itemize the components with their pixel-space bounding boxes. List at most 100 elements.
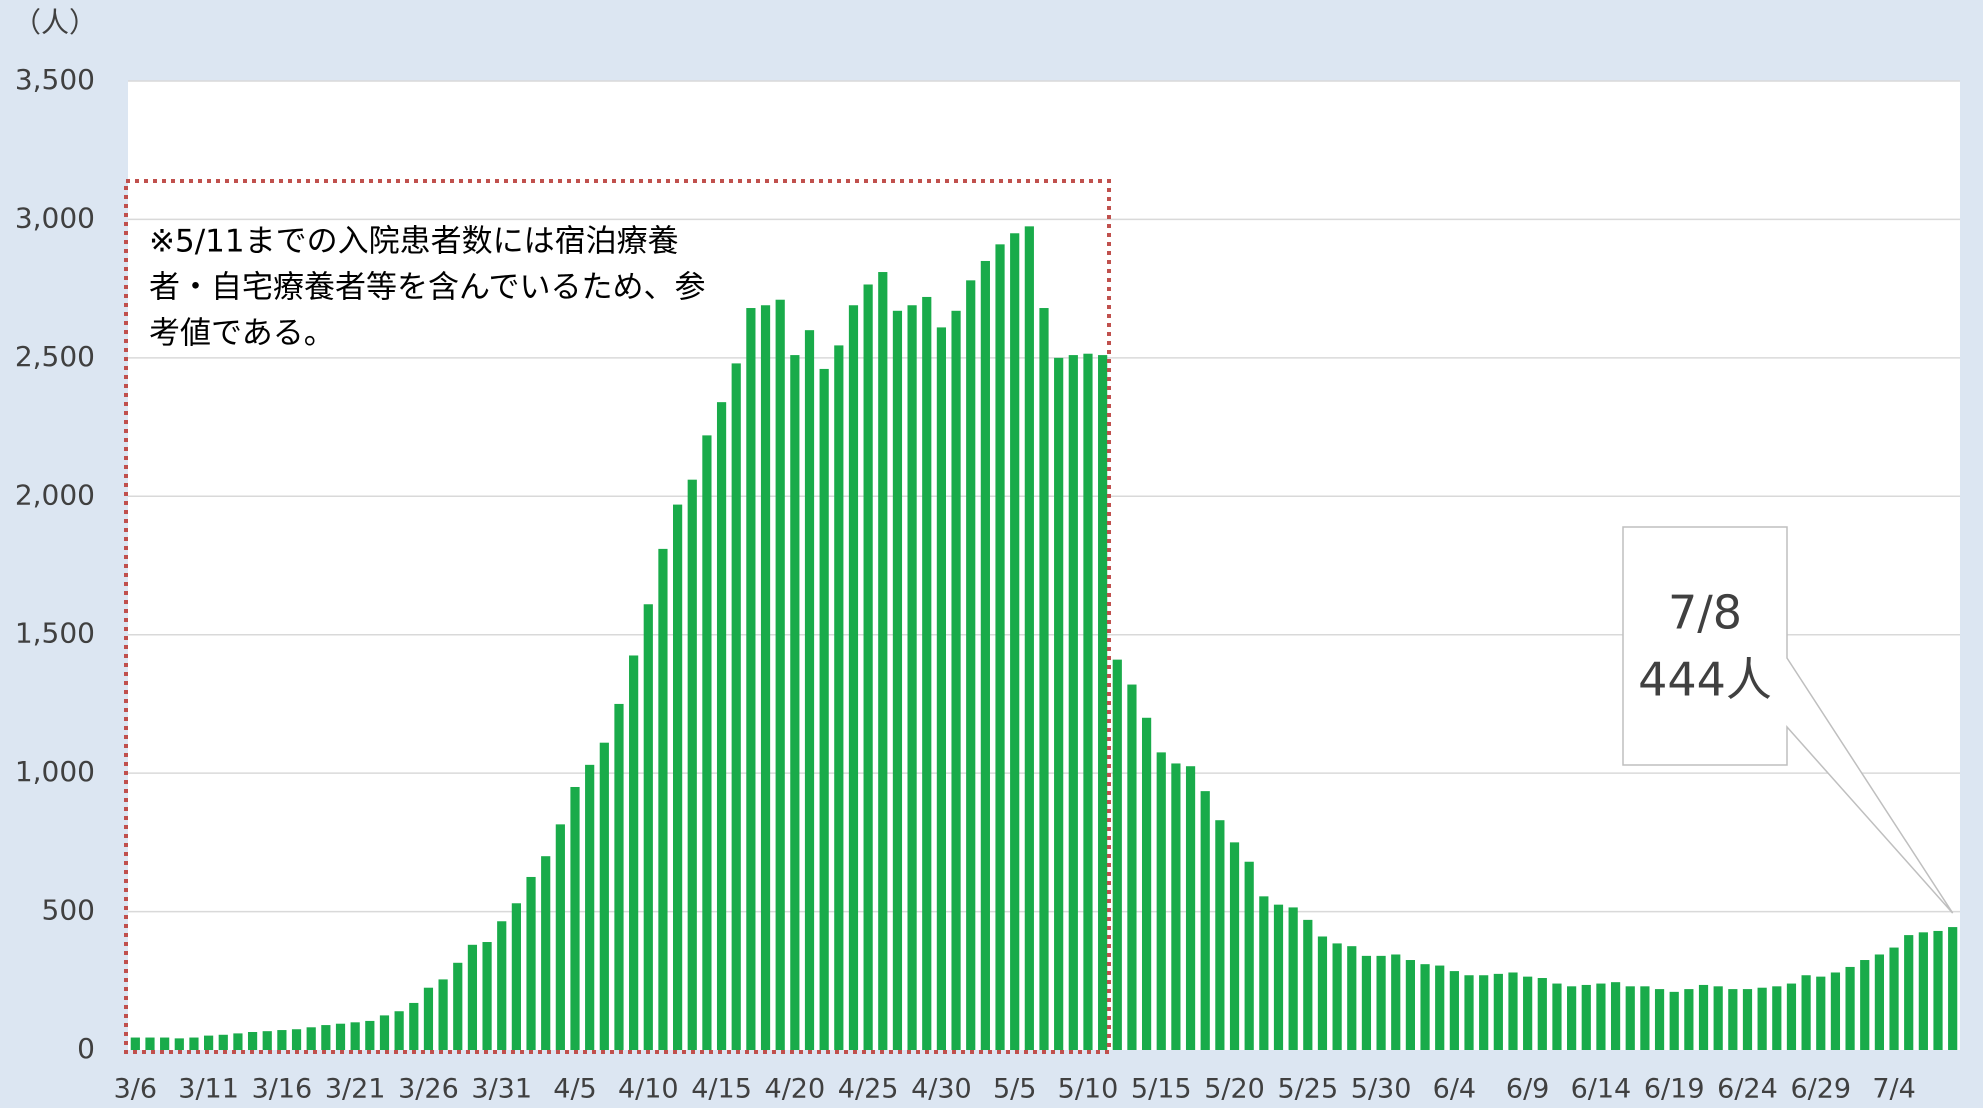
x-tick-label: 5/20: [1204, 1074, 1265, 1105]
bar: [1039, 308, 1049, 1051]
bar: [541, 856, 551, 1050]
bar: [1596, 983, 1606, 1050]
bar: [1493, 973, 1503, 1050]
bar: [130, 1037, 140, 1050]
bar: [306, 1027, 316, 1050]
bar: [775, 299, 785, 1050]
bar: [1933, 930, 1943, 1050]
bar: [980, 260, 990, 1050]
bar: [951, 310, 961, 1050]
bar: [1537, 978, 1547, 1050]
bar: [731, 363, 741, 1050]
bar: [262, 1031, 272, 1050]
bar: [160, 1037, 170, 1050]
bar: [1200, 791, 1210, 1050]
bar: [1083, 353, 1093, 1050]
bar: [379, 1015, 390, 1050]
note-line: 者・自宅療養者等を含んでいるため、参: [149, 270, 705, 306]
bar: [878, 272, 888, 1050]
bar: [321, 1025, 331, 1050]
bar: [892, 310, 903, 1050]
bar: [1288, 907, 1298, 1050]
x-tick-label: 3/26: [398, 1074, 459, 1105]
bar: [1024, 226, 1034, 1051]
y-tick-label: 3,500: [15, 63, 95, 96]
bar: [1449, 971, 1459, 1050]
bar: [570, 786, 580, 1050]
x-tick-label: 6/9: [1506, 1074, 1549, 1105]
x-tick-label: 5/25: [1277, 1074, 1338, 1105]
bar: [145, 1037, 155, 1050]
bar: [1889, 947, 1899, 1050]
bar: [189, 1037, 199, 1050]
bar: [204, 1035, 214, 1050]
bar: [247, 1032, 258, 1050]
bar: [1698, 984, 1709, 1050]
bar: [467, 944, 478, 1050]
bar: [936, 327, 947, 1051]
bar: [1581, 984, 1591, 1050]
x-tick-label: 7/4: [1872, 1074, 1915, 1105]
bar: [1156, 752, 1166, 1050]
bar: [511, 903, 521, 1050]
bar: [614, 703, 624, 1050]
bar: [423, 987, 434, 1050]
x-tick-label: 4/15: [691, 1074, 752, 1105]
bars: [130, 226, 1958, 1051]
bar: [526, 876, 536, 1050]
bar: [1567, 986, 1577, 1050]
bar: [1171, 763, 1181, 1050]
y-tick-label: 3,000: [15, 201, 95, 234]
y-tick-label: 1,000: [15, 755, 95, 788]
bar: [1904, 935, 1914, 1050]
note-line: 考値である。: [149, 316, 335, 352]
x-tick-label: 4/20: [765, 1074, 826, 1105]
bar: [1229, 842, 1240, 1050]
bar: [1405, 960, 1415, 1050]
bar: [848, 305, 859, 1050]
bar: [1948, 927, 1958, 1050]
x-tick-label: 6/19: [1644, 1074, 1705, 1105]
bar: [1860, 960, 1870, 1050]
bar: [1127, 684, 1137, 1050]
bar: [804, 330, 815, 1051]
bar: [673, 504, 683, 1050]
bar: [658, 548, 668, 1050]
bar: [1772, 986, 1782, 1050]
bar: [1098, 355, 1108, 1050]
bar: [1713, 986, 1723, 1050]
bar: [1552, 983, 1562, 1050]
bar: [394, 1011, 404, 1050]
bar: [1317, 936, 1328, 1050]
x-tick-label: 3/16: [252, 1074, 313, 1105]
x-tick-label: 3/6: [114, 1074, 157, 1105]
bar: [1508, 972, 1518, 1050]
bar: [1786, 983, 1797, 1050]
bar: [1112, 659, 1122, 1050]
bar: [819, 368, 829, 1051]
bar: [497, 921, 507, 1050]
bar: [1845, 966, 1855, 1050]
note-line: ※5/11までの入院患者数には宿泊療養: [149, 224, 679, 260]
bar: [1625, 986, 1635, 1050]
bar: [1435, 965, 1445, 1050]
bar: [1054, 357, 1064, 1050]
bar: [291, 1029, 302, 1050]
callout-value: 444人: [1638, 653, 1772, 707]
bar: [482, 942, 492, 1050]
bar: [687, 479, 697, 1050]
bar: [863, 284, 873, 1050]
bar: [1303, 919, 1313, 1050]
bar: [1361, 955, 1372, 1050]
y-tick-label: 2,500: [15, 340, 95, 373]
bar: [922, 296, 932, 1050]
bar: [1801, 975, 1811, 1050]
bar: [1244, 861, 1254, 1050]
x-tick-label: 5/15: [1131, 1074, 1192, 1105]
bar: [790, 355, 800, 1050]
bar: [629, 655, 639, 1050]
x-tick-label: 6/29: [1790, 1074, 1851, 1105]
bar: [1068, 355, 1078, 1050]
bar: [409, 1002, 419, 1050]
bar: [233, 1033, 243, 1050]
